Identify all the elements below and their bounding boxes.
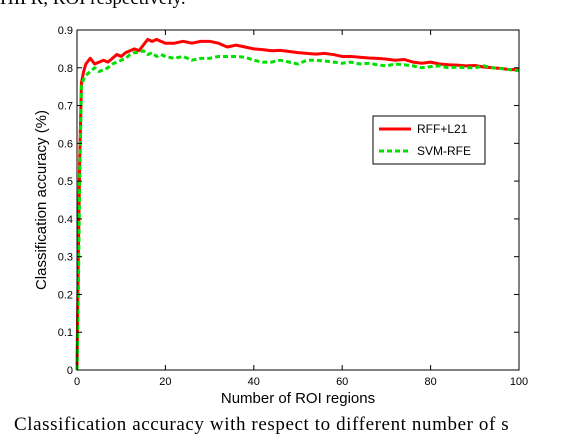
axes-layer <box>76 29 520 371</box>
x-tick-label: 0 <box>74 376 80 388</box>
y-tick-label: 0.2 <box>58 289 73 301</box>
ticks-layer: 0 20 40 60 80 100 0 0.1 0.2 0.3 0.4 0.5 0.6 0.7 0.8 0.9 <box>58 25 528 388</box>
x-tick-label: 80 <box>424 376 436 388</box>
legend: RFF+L21 SVM-RFE <box>372 115 486 165</box>
y-tick-label: 0.9 <box>58 25 73 37</box>
series-line-rff-l21 <box>75 37 519 371</box>
legend-label: SVM-RFE <box>417 144 471 158</box>
y-tick-label: 0.6 <box>58 138 73 150</box>
top-caption: HIFR, ROI respectively. <box>0 0 186 10</box>
y-tick-label: 0 <box>67 365 73 377</box>
legend-label: RFF+L21 <box>417 122 468 136</box>
x-tick-label: 40 <box>248 376 260 388</box>
y-tick-label: 0.1 <box>58 327 73 339</box>
y-tick-label: 0.7 <box>58 101 73 113</box>
y-tick-label: 0.5 <box>58 176 73 188</box>
x-tick-label: 20 <box>159 376 171 388</box>
x-axis-label: Number of ROI regions <box>221 390 375 407</box>
plot-area <box>77 30 519 370</box>
legend-box <box>372 115 486 165</box>
x-tick-label: 100 <box>510 376 528 388</box>
series-line-svm-rfe <box>75 49 520 371</box>
y-tick-label: 0.3 <box>58 252 73 264</box>
y-tick-label: 0.8 <box>58 63 73 75</box>
bottom-caption: Classification accuracy with respect to … <box>14 414 510 435</box>
axes-frame <box>76 29 520 371</box>
x-tick-label: 60 <box>336 376 348 388</box>
plot-background <box>77 30 519 370</box>
series-layer <box>75 37 520 371</box>
y-axis-label: Classification accuracy (%) <box>33 110 50 290</box>
y-tick-label: 0.4 <box>58 214 73 226</box>
